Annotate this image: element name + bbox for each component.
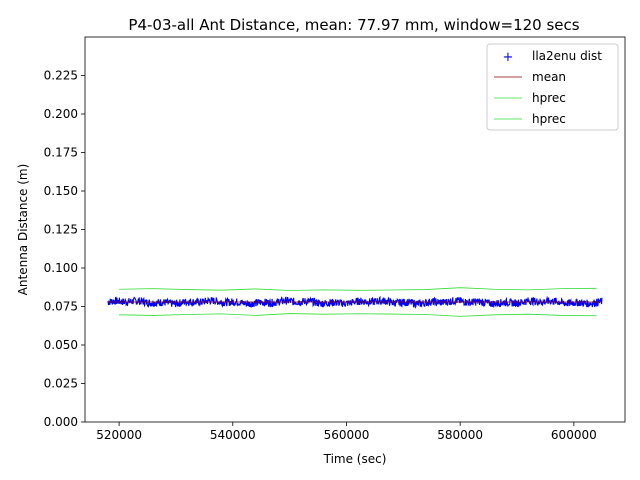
y-tick-label: 0.175	[44, 146, 78, 160]
series-lla2enu-dist	[107, 295, 603, 309]
y-tick-label: 0.025	[44, 377, 78, 391]
x-tick-label: 540000	[210, 428, 256, 442]
x-tick-label: 520000	[96, 428, 142, 442]
y-tick-label: 0.000	[44, 415, 78, 429]
y-tick-label: 0.075	[44, 300, 78, 314]
legend-marker-plus: +	[503, 50, 514, 65]
series-hprec-upper	[119, 287, 597, 291]
y-tick-label: 0.200	[44, 107, 78, 121]
series-hprec-lower	[119, 313, 597, 317]
x-tick-label: 560000	[324, 428, 370, 442]
y-axis: 0.000 0.025 0.050 0.075 0.100 0.125 0.150 0.175…	[44, 69, 85, 429]
x-axis: 520000 540000 560000 580000 600000	[96, 422, 597, 442]
chart-title: P4-03-all Ant Distance, mean: 77.97 mm, …	[128, 16, 579, 34]
plot-area	[107, 287, 603, 317]
legend-label: hprec	[532, 91, 566, 105]
legend-box	[486, 43, 619, 131]
legend-label: lla2enu dist	[532, 49, 602, 63]
legend-label: mean	[532, 70, 566, 84]
x-tick-label: 580000	[437, 428, 483, 442]
legend: + lla2enu dist mean hprec hprec	[486, 43, 619, 131]
x-axis-label: Time (sec)	[323, 452, 387, 466]
y-tick-label: 0.100	[44, 261, 78, 275]
y-tick-label: 0.050	[44, 338, 78, 352]
x-tick-label: 600000	[551, 428, 597, 442]
legend-label: hprec	[532, 112, 566, 126]
y-tick-label: 0.225	[44, 69, 78, 83]
y-tick-label: 0.125	[44, 223, 78, 237]
y-tick-label: 0.150	[44, 184, 78, 198]
y-axis-label: Antenna Distance (m)	[16, 164, 30, 296]
